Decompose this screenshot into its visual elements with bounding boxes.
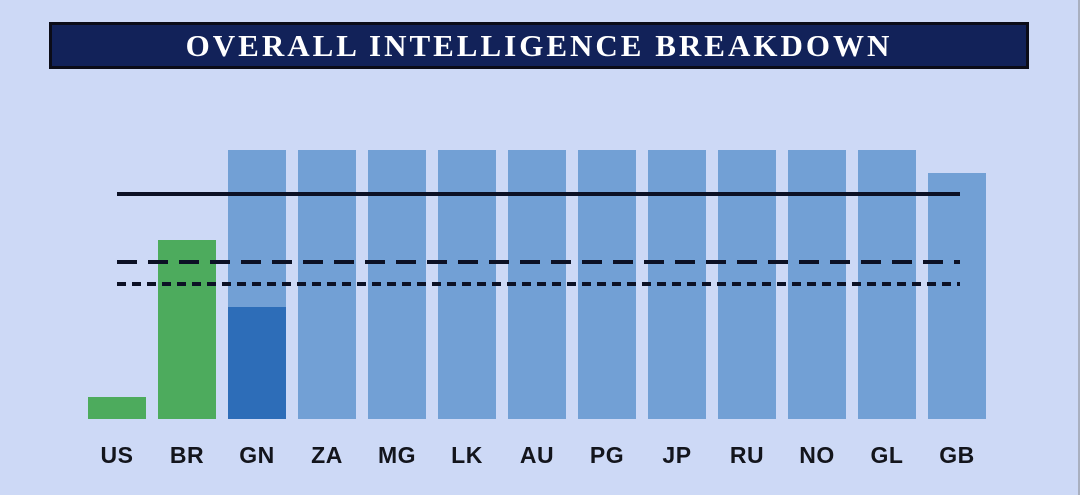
x-tick-label-pg: PG xyxy=(589,442,625,468)
x-tick-label-no: NO xyxy=(799,442,835,468)
x-tick-label-gb: GB xyxy=(939,442,975,468)
bar-us xyxy=(88,397,146,419)
x-tick-label-ru: RU xyxy=(729,442,765,468)
x-tick-label-lk: LK xyxy=(451,442,483,468)
x-tick-label-jp: JP xyxy=(662,442,692,468)
bar-br xyxy=(158,240,216,419)
bar-gn xyxy=(228,307,286,419)
chart-title: OVERALL INTELLIGENCE BREAKDOWN xyxy=(185,27,893,63)
reference-line-dashed-long xyxy=(117,260,960,264)
x-tick-label-us: US xyxy=(100,442,134,468)
window-right-edge xyxy=(1078,0,1080,495)
bar-gb xyxy=(928,173,986,419)
reference-line-solid xyxy=(117,192,960,196)
x-tick-label-mg: MG xyxy=(377,442,417,468)
x-tick-label-za: ZA xyxy=(311,442,343,468)
x-tick-label-gl: GL xyxy=(870,442,904,468)
reference-line-dashed-short xyxy=(117,282,960,286)
x-tick-label-br: BR xyxy=(169,442,205,468)
chart-title-banner: OVERALL INTELLIGENCE BREAKDOWN xyxy=(49,22,1029,69)
x-tick-label-au: AU xyxy=(519,442,555,468)
x-tick-label-gn: GN xyxy=(239,442,275,468)
